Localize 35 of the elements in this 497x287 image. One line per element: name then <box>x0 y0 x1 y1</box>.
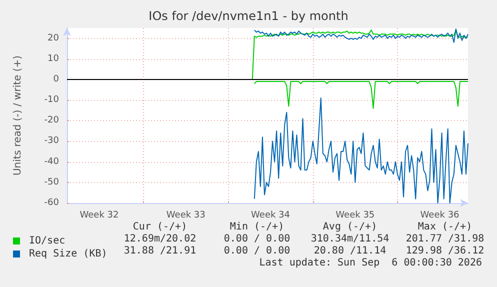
text: Avg (-/+) <box>322 222 378 232</box>
text: 20.80 /11.14 <box>314 246 386 256</box>
x-tick-label: Week 34 <box>251 210 290 220</box>
text: Last update: Sun Sep 6 00:00:30 2026 <box>259 258 482 268</box>
line-series <box>254 81 468 109</box>
line-series <box>252 30 468 80</box>
chart-title: IOs for /dev/nvme1n1 - by month <box>148 9 348 23</box>
y-tick-label: -30 <box>44 136 60 146</box>
legend-label: IO/sec <box>29 236 66 246</box>
y-tick-label: 20 <box>48 33 60 44</box>
y-tick-label: 10 <box>48 54 60 64</box>
text: Max (-/+) <box>418 222 472 232</box>
y-tick-label: -40 <box>44 156 60 167</box>
line-series <box>254 98 468 204</box>
text: 310.34m/11.54 <box>310 234 390 244</box>
text: Cur (-/+) <box>132 222 188 232</box>
y-tick-label: -60 <box>44 198 60 208</box>
y-tick-label: -20 <box>44 116 60 126</box>
text: 12.69m/20.02 <box>124 234 196 244</box>
text: Min (-/+) <box>230 222 284 232</box>
text: 31.88 /21.91 <box>124 246 196 256</box>
y-axis-title: Units read (-) / write (+) <box>12 55 24 176</box>
x-tick-label: Week 33 <box>166 210 206 220</box>
y-tick-label: -50 <box>44 177 60 188</box>
x-tick-label: Week 32 <box>80 210 119 220</box>
text: 0.00 / 0.00 <box>224 246 290 256</box>
legend-label: Req Size (KB) <box>29 248 108 260</box>
y-tick-label: 0 <box>53 74 60 84</box>
text: 201.77 /31.98 <box>406 234 484 244</box>
x-tick-label: Week 36 <box>420 210 460 220</box>
text: 0.00 / 0.00 <box>224 234 290 244</box>
line-series <box>254 28 468 43</box>
x-tick-label: Week 35 <box>336 210 375 220</box>
text: 129.98 /36.12 <box>406 246 484 256</box>
y-tick-label: -10 <box>44 95 60 106</box>
